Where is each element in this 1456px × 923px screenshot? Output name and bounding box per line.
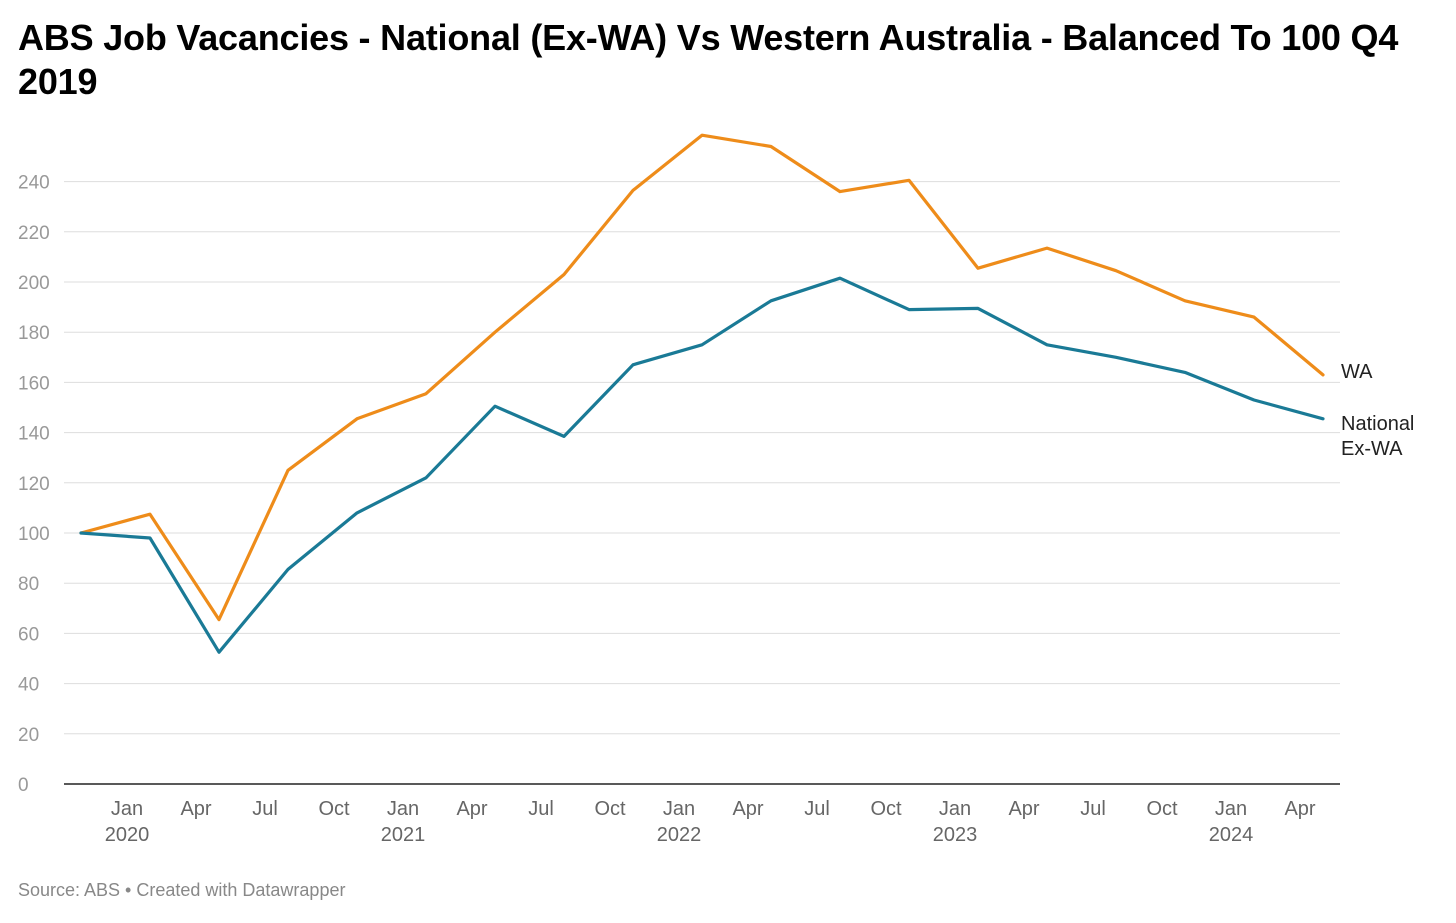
x-tick-label-year: 2020 [105, 824, 150, 846]
x-tick-label-month: Apr [1284, 798, 1315, 820]
x-tick-label-month: Jan [111, 798, 143, 820]
x-tick-label-month: Oct [870, 798, 902, 820]
y-tick-label: 200 [18, 273, 50, 294]
x-tick-label-month: Oct [1146, 798, 1178, 820]
gridlines [64, 181, 1340, 785]
x-tick-label-year: 2023 [933, 824, 978, 846]
y-tick-label: 0 [18, 775, 29, 796]
y-tick-label: 220 [18, 223, 50, 244]
x-tick-label-month: Jan [1215, 798, 1247, 820]
x-tick-label-month: Oct [594, 798, 626, 820]
x-tick-label-month: Jul [1080, 798, 1106, 820]
x-tick-label-month: Apr [180, 798, 211, 820]
chart-title: ABS Job Vacancies - National (Ex-WA) Vs … [18, 17, 1399, 102]
series-line-wa [79, 133, 1325, 622]
y-tick-label: 100 [18, 524, 50, 545]
y-tick-label: 60 [18, 624, 39, 645]
x-tick-label-month: Jan [939, 798, 971, 820]
series-end-label-national: Ex-WA [1341, 438, 1403, 460]
y-tick-label: 120 [18, 474, 50, 495]
y-axis-ticks: 0 20 40 60 80 100 120 140 160 180 200 220 240 [18, 173, 50, 796]
y-tick-label: 140 [18, 424, 50, 445]
y-tick-label: 240 [18, 173, 50, 194]
x-tick-label-month: Jul [804, 798, 830, 820]
series-line-national [79, 276, 1325, 654]
source-credit: Source: ABS • Created with Datawrapper [18, 880, 346, 900]
y-tick-label: 180 [18, 323, 50, 344]
x-tick-label-year: 2024 [1209, 824, 1254, 846]
y-tick-label: 20 [18, 725, 39, 746]
series-end-label-national: National [1341, 413, 1414, 435]
series-end-label-wa: WA [1341, 361, 1373, 383]
x-tick-label-year: 2022 [657, 824, 702, 846]
series-lines [79, 133, 1325, 654]
x-tick-label-year: 2021 [381, 824, 426, 846]
x-tick-label-month: Jan [663, 798, 695, 820]
y-tick-label: 40 [18, 675, 39, 696]
x-axis-ticks: Jan 2020 Apr Jul Oct Jan 2021 Apr Jul Oct Jan 2022 A… [105, 798, 1316, 846]
y-tick-label: 80 [18, 574, 39, 595]
x-tick-label-month: Oct [318, 798, 350, 820]
y-tick-label: 160 [18, 373, 50, 394]
x-tick-label-month: Jul [528, 798, 554, 820]
series-end-labels: WA National Ex-WA [1341, 361, 1414, 460]
x-tick-label-month: Apr [732, 798, 763, 820]
x-tick-label-month: Apr [456, 798, 487, 820]
x-tick-label-month: Jul [252, 798, 278, 820]
x-tick-label-month: Apr [1008, 798, 1039, 820]
x-tick-label-month: Jan [387, 798, 419, 820]
